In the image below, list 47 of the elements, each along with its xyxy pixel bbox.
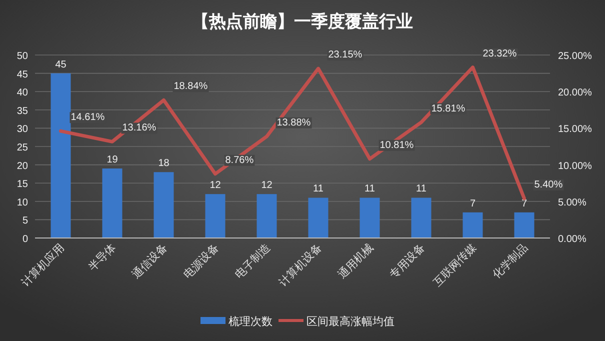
y2-tick-label: 20.00% bbox=[558, 88, 592, 99]
y-tick-label: 15 bbox=[16, 179, 28, 190]
data-label: 5.40% bbox=[534, 179, 563, 190]
data-label: 18.84% bbox=[174, 81, 208, 92]
data-label: 23.32% bbox=[482, 48, 517, 60]
data-label: 18 bbox=[158, 158, 170, 170]
legend-label: 梳理次数 bbox=[228, 315, 272, 328]
y-tick-label: 30 bbox=[16, 124, 28, 136]
x-tick-label: 通信设备 bbox=[130, 240, 170, 282]
x-tick-label: 化学制品 bbox=[490, 240, 530, 282]
data-label: 12 bbox=[261, 180, 273, 192]
x-tick-label: 电源设备 bbox=[181, 240, 222, 282]
x-tick-label: 计算机设备 bbox=[276, 240, 324, 290]
y2-tick-label: 10.00% bbox=[558, 160, 592, 172]
y2-tick-label: 5.00% bbox=[558, 197, 586, 208]
y2-tick-label: 0.00% bbox=[558, 234, 586, 245]
data-label: 13.88% bbox=[276, 117, 311, 128]
x-tick-label: 专用设备 bbox=[387, 240, 428, 282]
y-tick-label: 20 bbox=[16, 160, 28, 172]
data-label: 14.61% bbox=[70, 112, 105, 124]
chart-title: 【热点前瞻】一季度覆盖行业 bbox=[192, 11, 413, 31]
x-tick-label: 通用机械 bbox=[336, 240, 376, 282]
y-tick-label: 40 bbox=[16, 88, 28, 99]
data-label: 13.16% bbox=[122, 122, 156, 134]
y-tick-label: 45 bbox=[16, 69, 28, 80]
data-label: 19 bbox=[106, 154, 118, 166]
x-tick-label: 互联网传媒 bbox=[431, 242, 479, 290]
data-label: 45 bbox=[55, 59, 67, 70]
data-label: 11 bbox=[416, 184, 427, 195]
data-label: 12 bbox=[210, 180, 222, 192]
y-tick-label: 25 bbox=[16, 142, 28, 154]
data-label: 11 bbox=[313, 184, 324, 195]
x-tick-label: 半导体 bbox=[86, 240, 118, 274]
data-label: 11 bbox=[364, 184, 376, 195]
x-tick-label: 电子制造 bbox=[232, 240, 273, 282]
y-tick-label: 35 bbox=[16, 106, 28, 117]
y2-tick-label: 25.00% bbox=[558, 51, 592, 62]
y-tick-label: 10 bbox=[16, 197, 28, 208]
data-label: 8.76% bbox=[225, 154, 254, 166]
data-label: 15.81% bbox=[431, 103, 466, 114]
y-tick-label: 5 bbox=[22, 216, 28, 227]
data-label: 23.15% bbox=[328, 50, 362, 61]
data-label: 10.81% bbox=[380, 140, 414, 151]
y-tick-label: 50 bbox=[16, 51, 28, 62]
data-label: 7 bbox=[470, 198, 476, 210]
legend-label: 区间最高涨幅均值 bbox=[306, 315, 394, 328]
y2-tick-label: 15.00% bbox=[558, 124, 592, 136]
